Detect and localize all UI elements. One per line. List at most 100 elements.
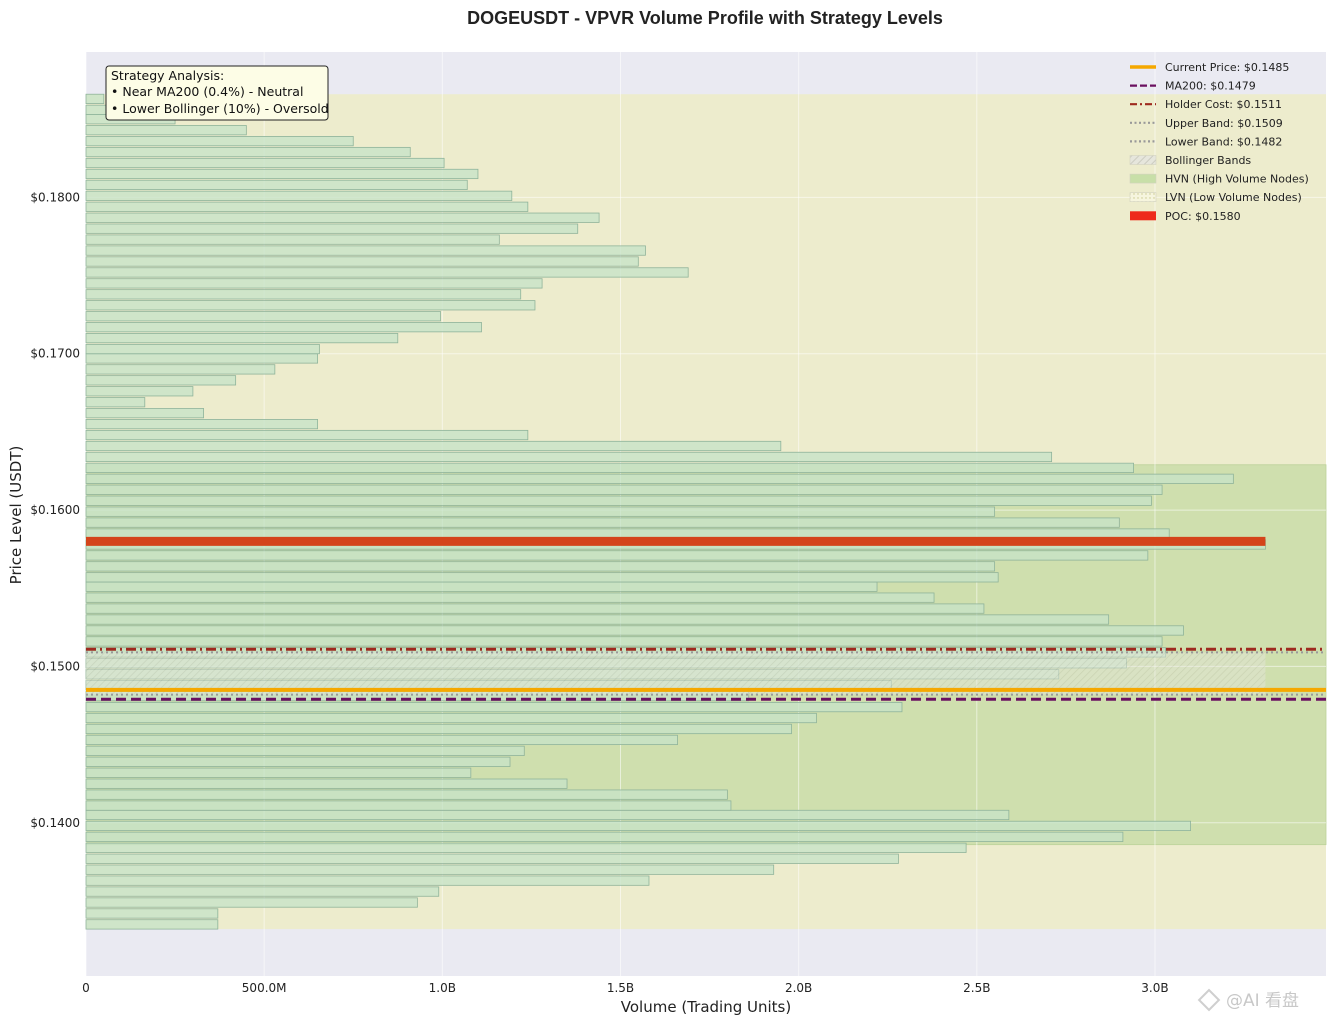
volume-bar: [85, 386, 194, 397]
volume-bar: [85, 864, 775, 875]
y-tick-label: $0.1500: [30, 659, 80, 673]
volume-bar: [85, 484, 1163, 495]
volume-bar: [85, 245, 646, 256]
volume-bar: [85, 157, 445, 169]
volume-bar: [85, 234, 500, 245]
volume-bar: [85, 136, 354, 147]
volume-bar: [85, 343, 320, 355]
volume-bar: [85, 429, 529, 441]
x-axis-label: Volume (Trading Units): [621, 998, 791, 1016]
y-tick-label: $0.1800: [30, 190, 80, 204]
volume-bar: [85, 397, 146, 408]
volume-bar: [85, 267, 689, 278]
legend-label: Holder Cost: $0.1511: [1165, 98, 1282, 111]
x-tick-label: 1.5B: [607, 981, 634, 995]
analysis-heading: Strategy Analysis:: [111, 68, 224, 83]
legend-label: POC: $0.1580: [1165, 210, 1241, 223]
volume-bar: [85, 462, 1134, 473]
watermark-text: @AI 看盘: [1226, 991, 1299, 1011]
legend-label: Lower Band: $0.1482: [1165, 135, 1282, 148]
volume-bar: [85, 256, 639, 267]
volume-bar: [85, 528, 1170, 539]
volume-bar: [85, 408, 204, 419]
bollinger-band-area: [86, 652, 1266, 695]
volume-bar: [85, 820, 1191, 831]
analysis-ma200-note: • Near MA200 (0.4%) - Neutral: [111, 84, 303, 99]
volume-bar: [85, 506, 996, 517]
volume-bar: [85, 853, 899, 864]
y-tick-label: $0.1400: [30, 816, 80, 830]
legend-label: HVN (High Volume Nodes): [1165, 173, 1309, 186]
volume-bar: [85, 125, 247, 136]
volume-bar: [85, 756, 511, 767]
strategy-analysis-box: Strategy Analysis: • Near MA200 (0.4%) -…: [105, 65, 329, 121]
volume-bar: [85, 809, 1010, 821]
volume-bar: [85, 723, 792, 735]
x-tick-label: 0: [82, 981, 90, 995]
volume-bar: [85, 561, 996, 572]
volume-bar: [85, 495, 1152, 506]
x-tick-label: 3.0B: [1141, 981, 1168, 995]
poc-bar: [86, 536, 1266, 546]
volume-bar: [85, 614, 1110, 625]
chart-title: DOGEUSDT - VPVR Volume Profile with Stra…: [467, 8, 943, 28]
volume-bar: [85, 353, 319, 364]
x-tick-label: 2.0B: [785, 981, 812, 995]
volume-bar: [85, 701, 903, 713]
legend-label: Current Price: $0.1485: [1165, 61, 1289, 74]
legend-swatch: [1129, 173, 1157, 184]
volume-bar: [85, 789, 728, 800]
x-tick-label: 500.0M: [242, 981, 287, 995]
volume-bar: [85, 831, 1124, 842]
legend-label: Bollinger Bands: [1165, 154, 1251, 167]
y-axis-label: Price Level (USDT): [7, 446, 25, 585]
volume-bar: [85, 201, 529, 212]
volume-bar: [85, 550, 1149, 561]
volume-bars: [85, 93, 1266, 930]
volume-bar: [85, 897, 418, 908]
volume-bar: [85, 190, 513, 201]
legend-swatch: [1129, 192, 1157, 202]
volume-bar: [85, 603, 985, 614]
volume-bar: [85, 333, 399, 344]
x-tick-label: 2.5B: [963, 981, 990, 995]
legend: Current Price: $0.1485 MA200: $0.1479 Hold…: [1129, 61, 1309, 223]
volume-bar: [85, 212, 600, 223]
volume-bar: [85, 908, 219, 919]
volume-bar: [85, 800, 732, 811]
volume-bar: [85, 734, 678, 746]
legend-label: MA200: $0.1479: [1165, 80, 1256, 93]
volume-bar: [85, 581, 878, 592]
volume-bar: [85, 517, 1120, 528]
watermark: @AI 看盘: [1197, 988, 1299, 1012]
volume-bar: [85, 311, 441, 322]
volume-bar: [85, 919, 219, 930]
volume-bar: [85, 289, 522, 300]
y-tick-label: $0.1600: [30, 503, 80, 517]
volume-bar: [85, 875, 650, 886]
volume-bar: [85, 375, 237, 386]
volume-bar: [85, 767, 472, 778]
volume-bar: [85, 146, 411, 158]
volume-bar: [85, 419, 319, 430]
volume-bar: [85, 886, 440, 897]
volume-bar: [85, 745, 525, 756]
legend-label: LVN (Low Volume Nodes): [1165, 191, 1302, 204]
volume-bar: [85, 451, 1053, 463]
volume-bar: [85, 322, 482, 333]
legend-label: Upper Band: $0.1509: [1165, 117, 1283, 130]
y-axis-ticks: $0.1400 $0.1500 $0.1600 $0.1700 $0.1800: [30, 190, 80, 829]
volume-bar: [85, 842, 967, 853]
volume-bar: [85, 572, 999, 583]
x-tick-label: 1.0B: [429, 981, 456, 995]
volume-bar: [85, 625, 1184, 636]
volume-bar: [85, 636, 1163, 647]
volume-bar: [85, 179, 468, 190]
volume-bar: [85, 778, 568, 789]
analysis-bollinger-note: • Lower Bollinger (10%) - Oversold: [111, 101, 329, 116]
legend-swatch: [1129, 155, 1157, 165]
volume-bar: [85, 364, 276, 375]
x-axis-ticks: 0 500.0M 1.0B 1.5B 2.0B 2.5B 3.0B: [82, 981, 1168, 995]
y-tick-label: $0.1700: [30, 347, 80, 361]
